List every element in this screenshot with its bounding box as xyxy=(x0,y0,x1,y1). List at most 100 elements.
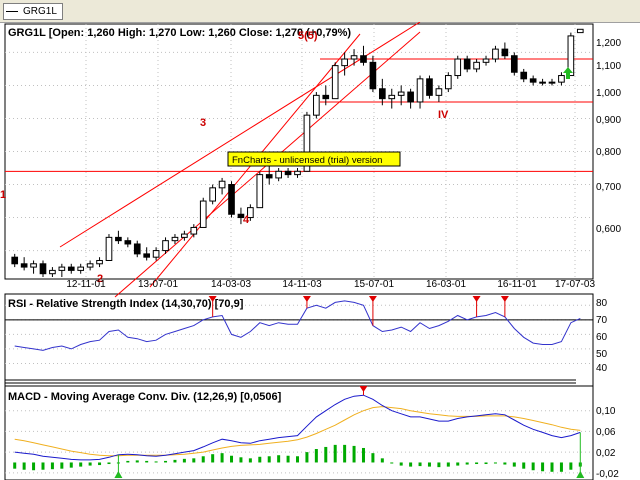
macd-histogram-bar xyxy=(475,462,479,465)
svg-text:0,06: 0,06 xyxy=(596,427,616,438)
candle-body xyxy=(218,180,226,189)
macd-histogram-bar xyxy=(277,455,281,463)
candle-up xyxy=(567,32,575,77)
candle-up xyxy=(444,72,452,93)
candle-body xyxy=(143,253,151,258)
candle-down xyxy=(11,253,19,268)
macd-histogram-bar xyxy=(79,462,83,467)
candle-up xyxy=(397,85,405,106)
candle-body xyxy=(30,263,37,268)
candle-up xyxy=(30,260,37,274)
macd-panel xyxy=(4,385,594,480)
macd-histogram-bar xyxy=(126,460,130,463)
candle-up xyxy=(181,230,188,241)
macd-histogram-bar xyxy=(258,456,262,463)
macd-histogram-bar xyxy=(305,452,309,463)
svg-text:-0,02: -0,02 xyxy=(596,469,619,480)
macd-histogram-bar xyxy=(13,462,17,469)
buy-arrow-icon xyxy=(563,67,573,79)
trendline-channel-upper xyxy=(59,22,421,248)
macd-histogram-bar xyxy=(248,458,252,463)
candle-down xyxy=(228,181,235,218)
candle-body xyxy=(171,236,179,242)
candle-down xyxy=(20,257,28,271)
candle-up xyxy=(576,28,584,34)
macd-histogram-bar xyxy=(418,462,422,467)
candle-up xyxy=(256,171,264,209)
macd-histogram-bar xyxy=(98,462,102,466)
buy-marker-icon xyxy=(114,471,123,478)
candle-body xyxy=(228,184,235,215)
macd-histogram-bar xyxy=(550,462,554,472)
candle-body xyxy=(96,259,103,265)
candle-body xyxy=(407,91,414,103)
candle-down xyxy=(529,75,537,86)
macd-histogram-bar xyxy=(211,454,215,463)
sell-marker-icon xyxy=(359,386,368,392)
sell-marker-icon xyxy=(208,296,217,302)
candle-body xyxy=(322,94,330,100)
candle-body xyxy=(510,55,518,73)
candle-body xyxy=(58,266,66,271)
macd-histogram-bar xyxy=(230,455,234,463)
macd-histogram-bar xyxy=(493,462,497,464)
macd-histogram-bar xyxy=(286,455,290,463)
candle-body xyxy=(416,78,424,103)
watermark-box xyxy=(227,151,401,167)
candle-down xyxy=(124,237,132,248)
svg-text:1,000: 1,000 xyxy=(596,88,621,99)
candle-up xyxy=(313,92,320,119)
rsi-panel xyxy=(4,293,594,387)
candle-body xyxy=(303,114,311,172)
candle-body xyxy=(237,213,245,219)
wave-label-3: 3 xyxy=(200,117,206,129)
tab-grg1l[interactable]: GRG1L xyxy=(3,3,63,20)
candle-body xyxy=(463,58,471,70)
wave-label-5: 5(5) xyxy=(298,30,318,42)
candle-body xyxy=(86,263,94,268)
rsi-y-axis: 80 70 60 50 40 xyxy=(596,298,608,374)
chart-area[interactable]: GRG1L [Open: 1,260 High: 1,270 Low: 1,26… xyxy=(0,22,640,480)
macd-histogram-bar xyxy=(380,458,384,463)
candle-down xyxy=(143,247,151,261)
svg-text:13-07-01: 13-07-01 xyxy=(138,279,178,290)
sell-marker-icon xyxy=(368,296,377,302)
svg-text:40: 40 xyxy=(596,363,608,374)
candle-body xyxy=(190,226,198,235)
macd-histogram-bar xyxy=(164,460,168,463)
macd-histogram-bar xyxy=(60,462,64,469)
candle-down xyxy=(360,45,367,66)
candle-up xyxy=(58,263,66,277)
macd-histogram-bar xyxy=(145,460,149,463)
macd-histogram-bar xyxy=(220,453,224,463)
candle-body xyxy=(444,75,452,90)
candle-body xyxy=(529,78,537,83)
svg-text:60: 60 xyxy=(596,332,608,343)
candle-up xyxy=(454,55,462,79)
candle-down xyxy=(510,52,518,76)
candle-down xyxy=(520,68,528,83)
svg-text:0,900: 0,900 xyxy=(596,115,621,126)
candle-body xyxy=(388,94,396,100)
candle-body xyxy=(77,266,85,271)
candle-body xyxy=(256,174,264,209)
candle-body xyxy=(209,187,216,202)
price-x-axis: 12-11-01 13-07-01 14-03-03 14-11-03 15-0… xyxy=(66,279,595,290)
candle-body xyxy=(20,263,28,268)
macd-histogram-bar xyxy=(352,445,356,463)
candle-body xyxy=(181,233,188,238)
candle-down xyxy=(407,88,414,109)
macd-histogram-bar xyxy=(22,462,26,470)
macd-markers xyxy=(114,386,585,478)
price-grid xyxy=(5,24,593,279)
candle-body xyxy=(105,236,113,261)
candle-body xyxy=(49,269,56,275)
sell-marker-icon xyxy=(302,296,311,302)
svg-text:17-07-03: 17-07-03 xyxy=(555,279,595,290)
sell-marker-icon xyxy=(500,296,509,302)
macd-histogram-bar xyxy=(182,458,186,463)
candle-up xyxy=(96,257,103,268)
macd-histogram-bar xyxy=(201,456,205,463)
candle-body xyxy=(454,58,462,77)
macd-histogram-bar xyxy=(69,462,73,468)
